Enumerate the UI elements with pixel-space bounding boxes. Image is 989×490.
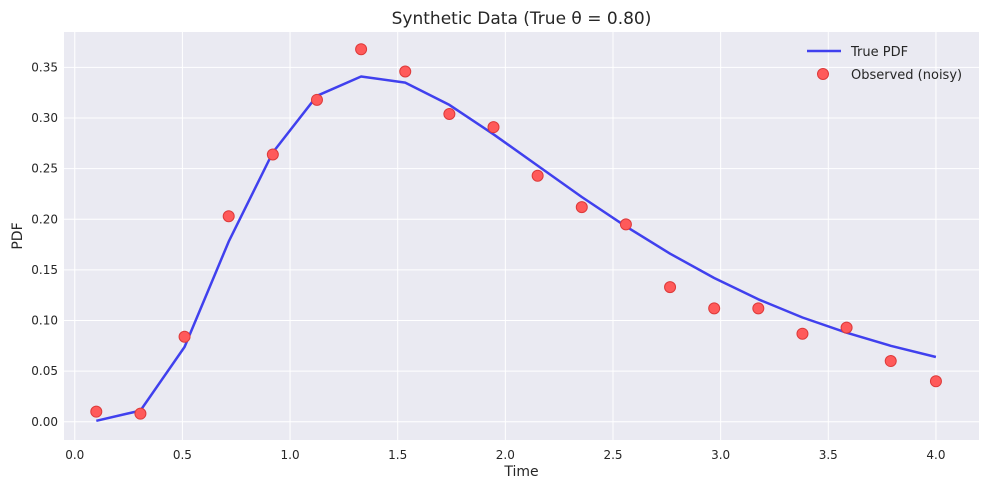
x-tick-label: 0.5: [173, 448, 192, 462]
x-tick-label: 1.5: [388, 448, 407, 462]
y-tick-label: 0.25: [31, 162, 58, 176]
series-layer: [90, 43, 942, 423]
observed-point: [929, 375, 942, 388]
observed-point: [90, 405, 103, 418]
x-ticks: 0.0 0.5 1.0 1.5 2.0 2.5 3.0 3.5 4.0: [65, 448, 945, 462]
observed-point: [355, 43, 368, 56]
plot-background: [64, 32, 979, 440]
x-axis-label: Time: [503, 464, 538, 480]
observed-point: [884, 355, 897, 368]
y-axis-label: PDF: [10, 222, 26, 249]
observed-point: [708, 302, 721, 315]
y-tick-label: 0.30: [31, 111, 58, 125]
observed-point: [619, 218, 632, 231]
observed-point: [266, 148, 279, 161]
x-tick-label: 4.0: [926, 448, 945, 462]
observed-point: [134, 407, 147, 420]
observed-point: [399, 65, 412, 78]
observed-point: [752, 302, 765, 315]
x-tick-label: 3.0: [711, 448, 730, 462]
observed-point: [178, 330, 191, 343]
true-pdf-line: [96, 75, 937, 423]
chart-title: Synthetic Data (True θ = 0.80): [392, 9, 652, 29]
x-tick-label: 2.5: [603, 448, 622, 462]
y-tick-label: 0.15: [31, 263, 58, 277]
observed-point: [796, 327, 809, 340]
legend-label-observed: Observed (noisy): [851, 68, 962, 83]
observed-point: [487, 121, 500, 134]
observed-point: [531, 169, 544, 182]
observed-point: [664, 281, 677, 294]
observed-point: [310, 93, 323, 106]
x-tick-label: 2.0: [496, 448, 515, 462]
y-tick-label: 0.10: [31, 314, 58, 328]
grid: [64, 32, 979, 440]
y-ticks: 0.00 0.05 0.10 0.15 0.20 0.25 0.30 0.35: [31, 60, 58, 428]
y-tick-label: 0.20: [31, 212, 58, 226]
y-tick-label: 0.35: [31, 60, 58, 74]
observed-point: [222, 210, 235, 223]
legend-label-true-pdf: True PDF: [850, 45, 908, 60]
y-tick-label: 0.00: [31, 415, 58, 429]
y-tick-label: 0.05: [31, 364, 58, 378]
legend: True PDF Observed (noisy): [807, 45, 962, 83]
legend-marker-swatch: [817, 68, 829, 80]
x-tick-label: 0.0: [65, 448, 84, 462]
x-tick-label: 3.5: [819, 448, 838, 462]
x-tick-label: 1.0: [281, 448, 300, 462]
observed-point: [840, 321, 853, 334]
observed-point: [443, 108, 456, 121]
observed-point: [575, 201, 588, 214]
